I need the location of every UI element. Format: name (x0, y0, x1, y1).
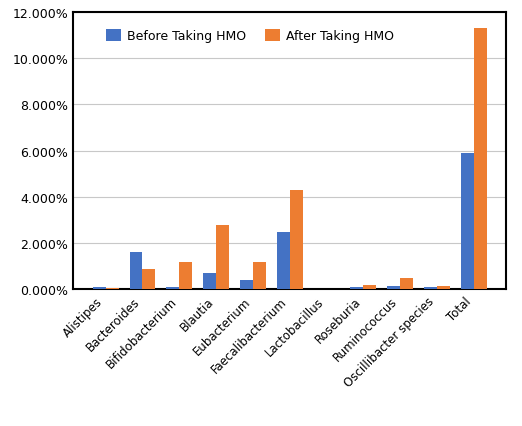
Bar (143, 269, 156, 290)
Bar (93, 288, 105, 290)
Bar (363, 285, 376, 290)
Bar (314, 289, 327, 290)
Bar (327, 289, 339, 290)
Bar (290, 190, 303, 290)
Bar (179, 262, 192, 290)
Bar (424, 288, 437, 290)
Bar (105, 288, 118, 290)
Bar (277, 232, 290, 290)
Bar (129, 253, 143, 290)
Bar (387, 287, 400, 290)
Bar (350, 288, 363, 290)
Bar (400, 278, 413, 290)
Bar (253, 262, 266, 290)
Bar (437, 287, 450, 290)
Bar (474, 29, 487, 290)
Legend: Before Taking HMO, After Taking HMO: Before Taking HMO, After Taking HMO (101, 25, 399, 48)
Bar (203, 273, 216, 290)
Bar (461, 153, 474, 290)
Bar (167, 288, 179, 290)
Bar (240, 280, 253, 290)
Bar (216, 225, 229, 290)
